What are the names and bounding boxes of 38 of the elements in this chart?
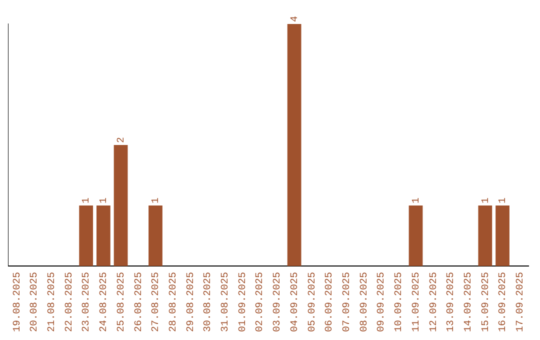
data-label: 1 bbox=[411, 197, 422, 204]
data-label: 1 bbox=[480, 197, 492, 204]
x-tick-label: 21.08.2025 bbox=[47, 272, 58, 332]
x-tick-label: 09.09.2025 bbox=[376, 272, 388, 332]
x-tick-label: 11.09.2025 bbox=[411, 272, 422, 332]
x-tick-label: 10.09.2025 bbox=[394, 272, 406, 332]
x-tick-label: 19.08.2025 bbox=[12, 272, 24, 332]
x-tick-label: 15.09.2025 bbox=[480, 272, 492, 332]
data-label: 4 bbox=[290, 16, 301, 22]
x-tick-label: 27.08.2025 bbox=[151, 272, 162, 332]
x-tick-label: 17.09.2025 bbox=[516, 272, 527, 332]
x-tick-label: 08.09.2025 bbox=[359, 272, 370, 332]
data-label: 1 bbox=[99, 197, 110, 204]
data-label: 1 bbox=[498, 197, 510, 204]
x-tick-label: 24.08.2025 bbox=[99, 272, 110, 332]
x-tick-label: 30.08.2025 bbox=[203, 272, 214, 332]
x-tick-label: 12.09.2025 bbox=[428, 272, 440, 332]
x-tick-label: 05.09.2025 bbox=[307, 272, 318, 332]
data-label: 2 bbox=[116, 136, 128, 143]
x-tick-label: 20.08.2025 bbox=[30, 272, 41, 332]
x-tick-label: 23.08.2025 bbox=[82, 272, 93, 332]
x-tick-label: 26.08.2025 bbox=[134, 272, 145, 332]
x-tick-label: 06.09.2025 bbox=[324, 272, 336, 332]
data-label: 1 bbox=[82, 197, 93, 204]
x-tick-label: 28.08.2025 bbox=[168, 272, 180, 332]
x-tick-label: 01.09.2025 bbox=[238, 272, 249, 332]
x-tick-label: 25.08.2025 bbox=[116, 272, 128, 332]
x-tick-label: 07.09.2025 bbox=[342, 272, 353, 332]
x-tick-label: 22.08.2025 bbox=[64, 272, 76, 332]
data-label: 1 bbox=[151, 197, 162, 204]
x-tick-label: 04.09.2025 bbox=[290, 272, 301, 332]
x-tick-label: 29.08.2025 bbox=[186, 272, 197, 332]
x-tick-label: 02.09.2025 bbox=[255, 272, 266, 332]
x-tick-label: 16.09.2025 bbox=[498, 272, 510, 332]
x-tick-label: 03.09.2025 bbox=[272, 272, 284, 332]
x-tick-label: 14.09.2025 bbox=[463, 272, 474, 332]
x-tick-label: 13.09.2025 bbox=[446, 272, 458, 332]
x-tick-label: 31.08.2025 bbox=[220, 272, 232, 332]
